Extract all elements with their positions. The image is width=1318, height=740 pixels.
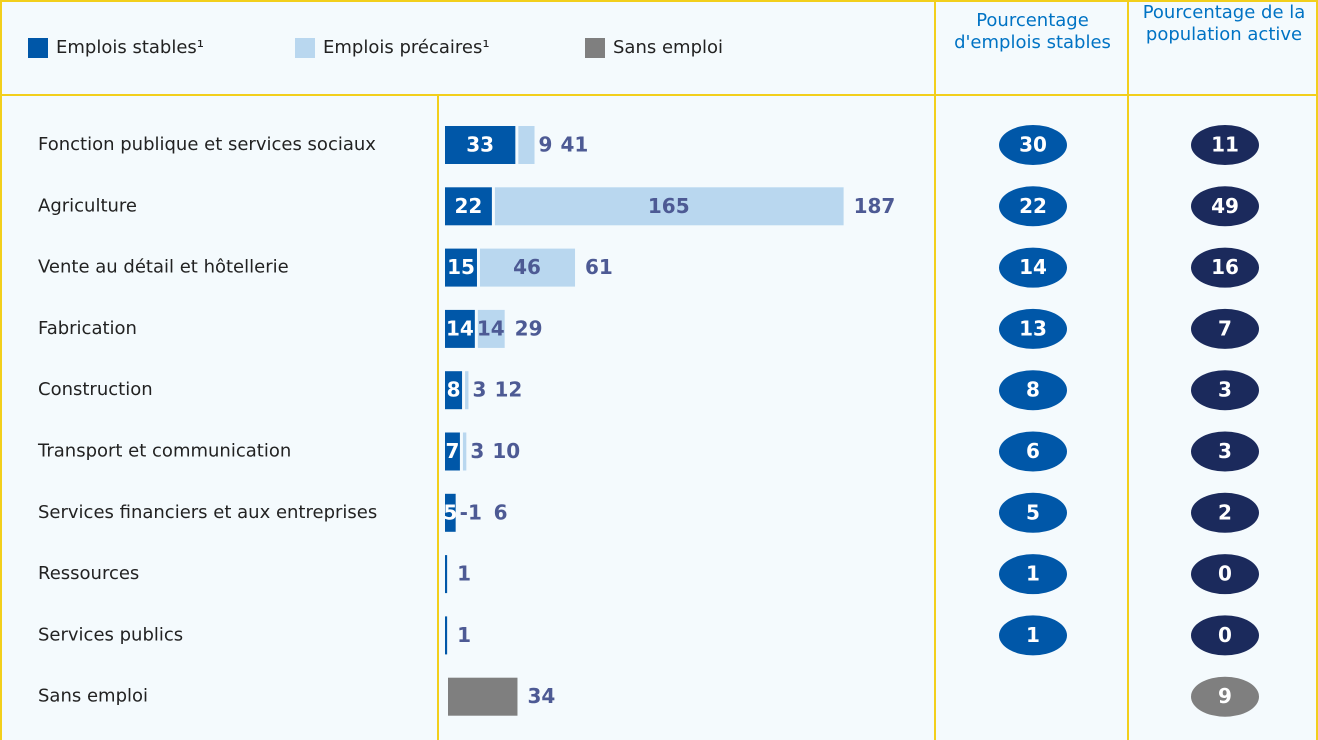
total-label: 34 bbox=[527, 684, 555, 708]
value-badge bbox=[1191, 676, 1259, 717]
badge-label: 14 bbox=[1019, 255, 1047, 279]
value-badge bbox=[999, 247, 1067, 288]
category-label: Vente au détail et hôtellerie bbox=[38, 257, 289, 278]
bar bbox=[479, 248, 576, 287]
total-label: 12 bbox=[494, 378, 522, 402]
bar bbox=[494, 187, 844, 226]
bar-label: 14 bbox=[446, 316, 474, 340]
badge-label: 16 bbox=[1211, 255, 1239, 279]
value-badge bbox=[999, 186, 1067, 227]
bar bbox=[445, 248, 477, 287]
column-title: Pourcentage d'emplois stables bbox=[954, 10, 1111, 53]
badge-label: 6 bbox=[1026, 439, 1040, 463]
badge-label: 8 bbox=[1026, 378, 1040, 402]
legend-swatch bbox=[295, 38, 315, 58]
category-label: Fonction publique et services sociaux bbox=[38, 134, 376, 155]
value-badge bbox=[999, 370, 1067, 411]
badge-label: 11 bbox=[1211, 133, 1239, 157]
category-label: Transport et communication bbox=[37, 441, 291, 462]
bar bbox=[462, 432, 467, 471]
total-label: 187 bbox=[854, 194, 896, 218]
bar bbox=[518, 126, 535, 164]
value-badge bbox=[1191, 615, 1259, 656]
badge-label: 5 bbox=[1026, 500, 1040, 524]
bar-label: 22 bbox=[455, 194, 483, 218]
badge-label: 2 bbox=[1218, 500, 1232, 524]
badge-label: 13 bbox=[1019, 316, 1047, 340]
value-badge bbox=[999, 125, 1067, 165]
value-badge bbox=[1191, 308, 1259, 349]
badge-label: 3 bbox=[1218, 439, 1232, 463]
value-badge bbox=[999, 431, 1067, 472]
badge-label: 0 bbox=[1218, 623, 1232, 647]
legend-swatch bbox=[28, 38, 48, 58]
bar-label: 14 bbox=[477, 316, 505, 340]
badge-label: 0 bbox=[1218, 562, 1232, 586]
bar bbox=[445, 371, 463, 410]
value-badge bbox=[1191, 370, 1259, 411]
category-label: Fabrication bbox=[38, 318, 137, 339]
badge-label: 9 bbox=[1218, 684, 1232, 708]
value-badge bbox=[999, 308, 1067, 349]
total-label: 41 bbox=[561, 133, 589, 157]
bar bbox=[445, 432, 460, 471]
badge-label: 3 bbox=[1218, 378, 1232, 402]
total-label: 6 bbox=[494, 500, 508, 524]
legend-label: Emplois stables¹ bbox=[56, 37, 204, 58]
bar bbox=[445, 309, 475, 348]
bar bbox=[445, 126, 516, 164]
value-badge bbox=[999, 615, 1067, 656]
badge-label: 1 bbox=[1026, 562, 1040, 586]
value-badge bbox=[1191, 247, 1259, 288]
bar bbox=[465, 371, 469, 410]
category-label: Agriculture bbox=[38, 195, 137, 216]
value-badge bbox=[1191, 492, 1259, 533]
bar-label: 3 bbox=[470, 439, 484, 463]
category-label: Sans emploi bbox=[38, 686, 148, 707]
badge-label: 22 bbox=[1019, 194, 1047, 218]
legend-label: Sans emploi bbox=[613, 37, 723, 58]
total-label: 1 bbox=[457, 623, 471, 647]
badge-label: 30 bbox=[1019, 133, 1047, 157]
total-label: 61 bbox=[585, 255, 613, 279]
bar-label: 5 bbox=[443, 500, 457, 524]
total-label: 1 bbox=[457, 562, 471, 586]
bar-label: -1 bbox=[460, 500, 482, 524]
bar bbox=[448, 677, 518, 716]
bar-label: 33 bbox=[466, 133, 494, 157]
total-label: 10 bbox=[492, 439, 520, 463]
bar bbox=[477, 309, 505, 348]
category-label: Construction bbox=[38, 379, 153, 400]
bar-label: 9 bbox=[539, 133, 553, 157]
bar bbox=[445, 555, 448, 594]
column-title: Pourcentage de la population active bbox=[1142, 2, 1306, 45]
bar bbox=[445, 493, 456, 532]
bar-label: 3 bbox=[472, 378, 486, 402]
value-badge bbox=[1191, 431, 1259, 472]
badge-label: 1 bbox=[1026, 623, 1040, 647]
total-label: 29 bbox=[515, 316, 543, 340]
bar bbox=[445, 616, 448, 655]
category-label: Ressources bbox=[38, 563, 139, 584]
value-badge bbox=[999, 492, 1067, 533]
value-badge bbox=[999, 554, 1067, 595]
category-label: Services financiers et aux entreprises bbox=[38, 502, 377, 523]
badge-label: 49 bbox=[1211, 194, 1239, 218]
bar-label: 15 bbox=[447, 255, 475, 279]
badge-label: 7 bbox=[1218, 316, 1232, 340]
bar-label: 165 bbox=[648, 194, 690, 218]
value-badge bbox=[1191, 125, 1259, 165]
value-badge bbox=[1191, 554, 1259, 595]
category-label: Services publics bbox=[38, 624, 183, 645]
bar-label: 8 bbox=[447, 378, 461, 402]
bar bbox=[445, 187, 492, 226]
value-badge bbox=[1191, 186, 1259, 227]
bar-label: 46 bbox=[513, 255, 541, 279]
bar-label: 7 bbox=[445, 439, 459, 463]
legend-label: Emplois précaires¹ bbox=[323, 37, 490, 58]
legend-swatch bbox=[585, 38, 605, 58]
